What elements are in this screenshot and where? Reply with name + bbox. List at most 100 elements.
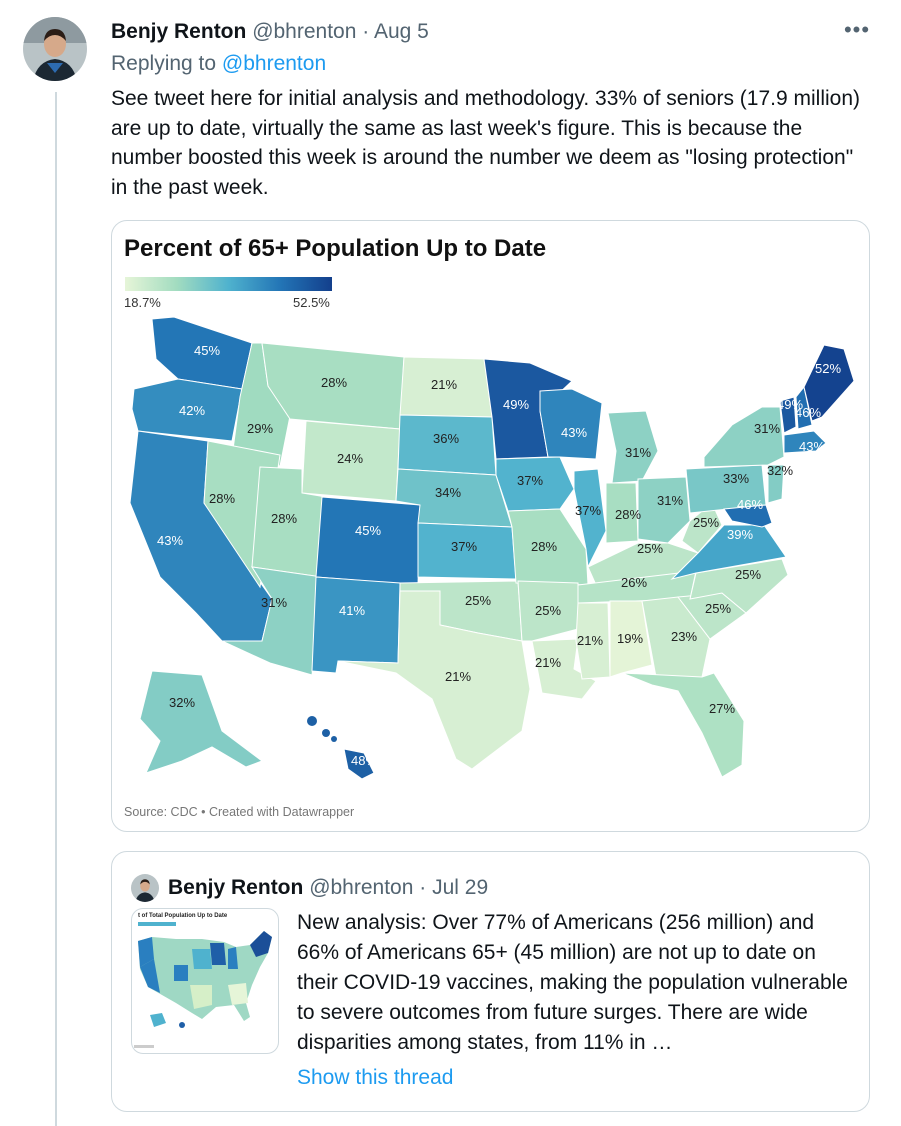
hi-island-1 bbox=[322, 729, 330, 737]
state-tx bbox=[337, 590, 531, 770]
state-ar bbox=[517, 580, 579, 642]
state-label-id: 29% bbox=[247, 421, 273, 436]
state-ma bbox=[783, 430, 827, 454]
state-label-ar: 25% bbox=[535, 603, 561, 618]
state-md bbox=[723, 504, 773, 528]
state-label-ne: 34% bbox=[435, 485, 461, 500]
state-label-va: 39% bbox=[727, 527, 753, 542]
tweet-media-map[interactable]: Percent of 65+ Population Up to Date 18.… bbox=[111, 220, 870, 832]
state-nj bbox=[767, 464, 785, 504]
state-label-ks: 37% bbox=[451, 539, 477, 554]
state-label-nd: 21% bbox=[431, 377, 457, 392]
us-map: 32% 48% 45% 42% 43% 29% 28% 28% 24% 28% 31% 45% 41% 2… bbox=[129, 316, 855, 780]
quoted-media-thumbnail[interactable]: t of Total Population Up to Date bbox=[131, 908, 279, 1054]
quoted-author-name: Benjy Renton bbox=[168, 876, 304, 899]
quoted-avatar[interactable] bbox=[131, 874, 159, 902]
state-al bbox=[609, 600, 653, 678]
state-label-md: 46% bbox=[737, 497, 763, 512]
state-label-me: 52% bbox=[815, 361, 841, 376]
state-oh bbox=[637, 476, 691, 544]
hi-island-2 bbox=[331, 736, 337, 742]
state-nh bbox=[795, 385, 813, 430]
chart-source: Source: CDC • Created with Datawrapper bbox=[124, 805, 355, 819]
state-label-wi: 43% bbox=[561, 425, 587, 440]
state-label-wa: 45% bbox=[194, 343, 220, 358]
state-fl bbox=[621, 672, 745, 778]
state-label-al: 19% bbox=[617, 631, 643, 646]
state-label-co: 45% bbox=[355, 523, 381, 538]
thumbnail-title: t of Total Population Up to Date bbox=[138, 913, 228, 919]
state-in bbox=[605, 482, 639, 544]
thumbnail-map bbox=[134, 922, 272, 1048]
replying-prefix: Replying to bbox=[111, 52, 217, 75]
state-ny bbox=[703, 406, 785, 468]
legend-min: 18.7% bbox=[124, 295, 161, 310]
state-label-or: 42% bbox=[179, 403, 205, 418]
state-label-hi: 48% bbox=[351, 753, 377, 768]
quoted-separator: · bbox=[419, 876, 427, 899]
legend-max: 52.5% bbox=[293, 295, 330, 310]
quoted-header: Benjy Renton @bhrenton · Jul 29 bbox=[168, 874, 488, 902]
state-label-sc: 25% bbox=[705, 601, 731, 616]
state-label-mi: 31% bbox=[625, 445, 651, 460]
state-label-ca: 43% bbox=[157, 533, 183, 548]
state-nm bbox=[311, 576, 401, 674]
replying-handle-link[interactable]: @bhrenton bbox=[221, 52, 327, 75]
state-label-ga: 23% bbox=[671, 629, 697, 644]
quoted-date: Jul 29 bbox=[432, 876, 489, 899]
state-label-pa: 33% bbox=[723, 471, 749, 486]
state-ms bbox=[575, 602, 611, 680]
state-label-mo: 28% bbox=[531, 539, 557, 554]
quoted-text: New analysis: Over 77% of Americans (256… bbox=[297, 911, 848, 1054]
state-label-ia: 37% bbox=[517, 473, 543, 488]
state-label-wv: 25% bbox=[693, 515, 719, 530]
header-separator: · bbox=[362, 20, 370, 43]
state-label-fl: 27% bbox=[709, 701, 735, 716]
state-label-in: 28% bbox=[615, 507, 641, 522]
author-name[interactable]: Benjy Renton bbox=[111, 20, 247, 43]
state-label-nv: 28% bbox=[209, 491, 235, 506]
hi-island-0 bbox=[307, 716, 317, 726]
state-label-tx: 21% bbox=[445, 669, 471, 684]
state-label-oh: 31% bbox=[657, 493, 683, 508]
tweet-text: See tweet here for initial analysis and … bbox=[111, 87, 861, 199]
avatar[interactable] bbox=[23, 17, 87, 81]
author-handle[interactable]: @bhrenton bbox=[252, 20, 357, 43]
state-label-nc: 25% bbox=[735, 567, 761, 582]
state-vt bbox=[779, 396, 797, 434]
quoted-tweet[interactable]: Benjy Renton @bhrenton · Jul 29 t of Tot… bbox=[111, 851, 870, 1112]
state-co bbox=[315, 496, 421, 586]
state-label-ky: 25% bbox=[637, 541, 663, 556]
state-label-il: 37% bbox=[575, 503, 601, 518]
show-thread-link[interactable]: Show this thread bbox=[297, 1066, 454, 1089]
chart-title: Percent of 65+ Population Up to Date bbox=[124, 235, 547, 262]
state-label-nm: 41% bbox=[339, 603, 365, 618]
state-hi bbox=[343, 748, 375, 780]
tweet-date[interactable]: Aug 5 bbox=[373, 20, 429, 43]
tweet-header: Benjy Renton @bhrenton · Aug 5 bbox=[111, 18, 429, 46]
replying-to: Replying to @bhrenton bbox=[111, 50, 326, 78]
state-ak bbox=[139, 670, 264, 774]
state-label-vt: 49% bbox=[777, 397, 803, 412]
state-label-az: 31% bbox=[261, 595, 287, 610]
state-me bbox=[803, 344, 855, 422]
state-label-tn: 26% bbox=[621, 575, 647, 590]
state-label-nh: 46% bbox=[795, 405, 821, 420]
state-label-sd: 36% bbox=[433, 431, 459, 446]
state-label-mn: 49% bbox=[503, 397, 529, 412]
state-label-ny: 31% bbox=[754, 421, 780, 436]
state-wi bbox=[539, 388, 603, 460]
state-label-ok: 25% bbox=[465, 593, 491, 608]
state-label-nj: 32% bbox=[767, 463, 793, 478]
quoted-handle: @bhrenton bbox=[309, 876, 414, 899]
state-label-ak: 32% bbox=[169, 695, 195, 710]
state-label-la: 21% bbox=[535, 655, 561, 670]
state-label-wy: 24% bbox=[337, 451, 363, 466]
color-legend-bar bbox=[125, 277, 332, 291]
state-label-mt: 28% bbox=[321, 375, 347, 390]
state-label-ut: 28% bbox=[271, 511, 297, 526]
state-or bbox=[131, 378, 243, 442]
state-label-ms: 21% bbox=[577, 633, 603, 648]
thread-connector-line bbox=[55, 92, 57, 1126]
more-horizontal-icon[interactable]: ••• bbox=[843, 17, 871, 42]
